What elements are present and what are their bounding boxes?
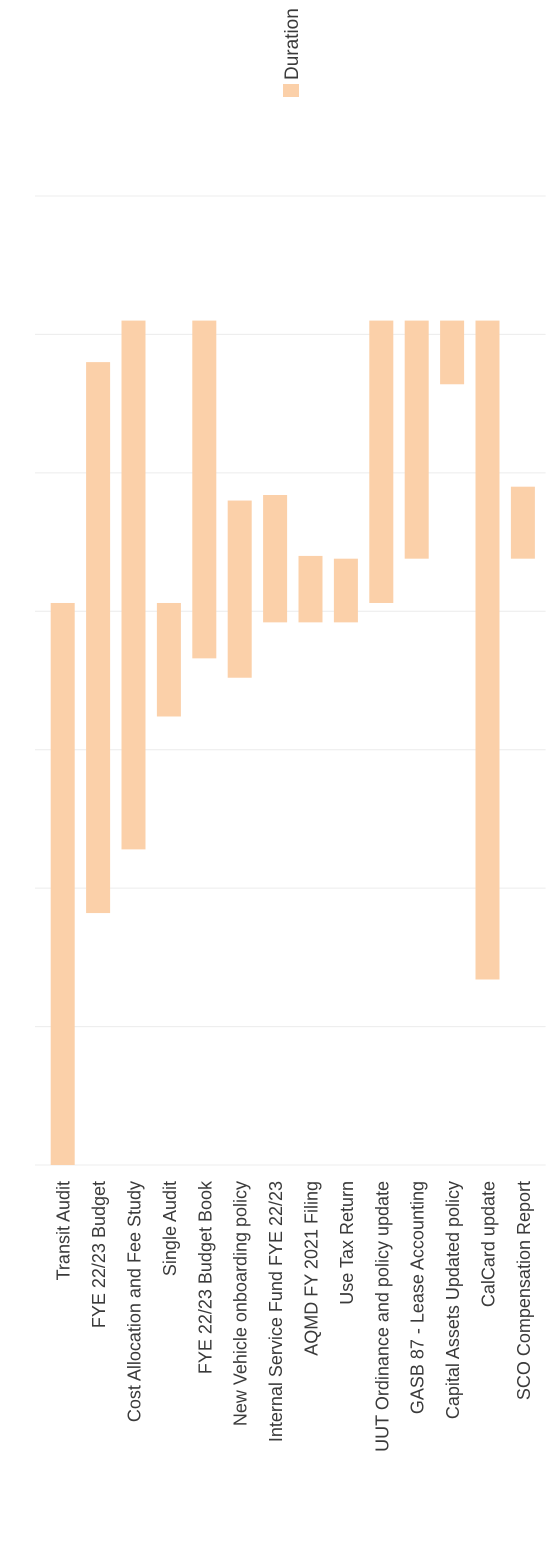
- duration-bar: [510, 486, 535, 559]
- legend: Duration: [282, 8, 303, 97]
- category-label: UUT Ordinance and policy update: [372, 1181, 392, 1452]
- gridlines: [35, 195, 546, 1166]
- category-label: Use Tax Return: [337, 1181, 357, 1305]
- category-label: New Vehicle onboarding policy: [231, 1181, 251, 1426]
- duration-bar: [86, 362, 111, 914]
- legend-label: Duration: [282, 8, 303, 80]
- duration-bar: [475, 320, 500, 980]
- category-label: Capital Assets Updated policy: [443, 1181, 463, 1419]
- duration-bar: [263, 495, 288, 623]
- duration-bar: [192, 320, 217, 659]
- duration-bar: [121, 320, 146, 850]
- duration-bar: [156, 602, 181, 717]
- category-label: Single Audit: [160, 1181, 180, 1276]
- category-labels: Transit Audit FYE 22/23 Budget Cost Alloca…: [54, 1180, 534, 1452]
- category-label: CalCard update: [479, 1181, 499, 1307]
- category-label: Cost Allocation and Fee Study: [125, 1181, 145, 1422]
- category-label: SCO Compensation Report: [514, 1181, 534, 1400]
- duration-bars: [50, 320, 535, 1165]
- category-label: Transit Audit: [54, 1181, 74, 1280]
- duration-bar: [227, 500, 252, 678]
- duration-bar: [369, 320, 394, 603]
- category-label: AQMD FY 2021 Filing: [302, 1181, 322, 1356]
- duration-bar: [333, 558, 358, 623]
- duration-bar: [50, 602, 75, 1165]
- legend-swatch: [283, 84, 299, 97]
- category-label: FYE 22/23 Budget: [89, 1181, 109, 1328]
- duration-bar: [440, 320, 465, 385]
- category-label: Internal Service Fund FYE 22/23: [266, 1181, 286, 1442]
- duration-bar: [404, 320, 429, 559]
- category-label: GASB 87 - Lease Accounting: [408, 1181, 428, 1414]
- rotated-plot: Transit Audit FYE 22/23 Budget Cost Alloca…: [35, 8, 546, 1452]
- duration-bar: [298, 555, 323, 623]
- category-label: FYE 22/23 Budget Book: [195, 1180, 215, 1374]
